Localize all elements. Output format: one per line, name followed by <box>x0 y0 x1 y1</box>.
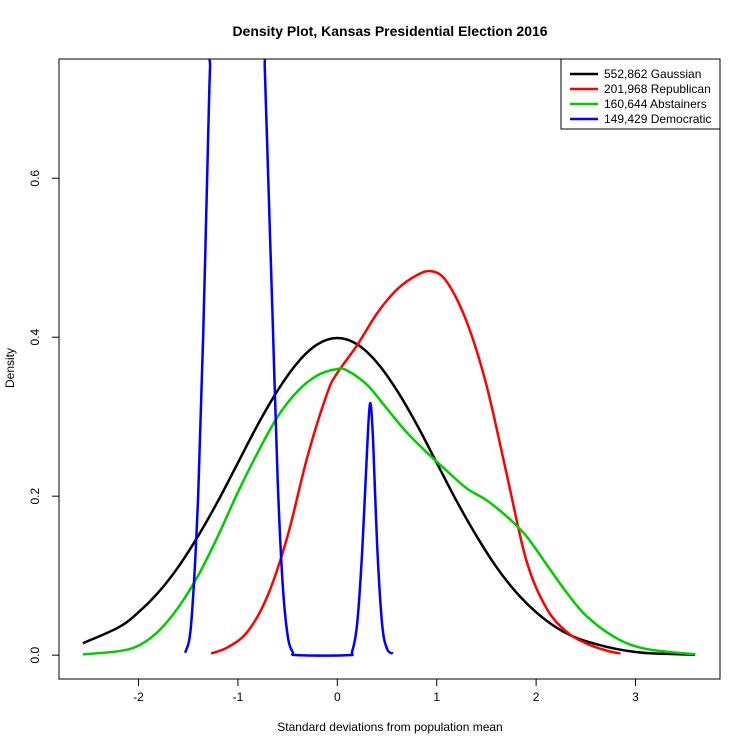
y-axis: 0.0 0.2 0.4 0.6 <box>28 170 60 663</box>
x-tick-label: 0 <box>334 690 341 704</box>
x-tick-label: 1 <box>433 690 440 704</box>
series-line-1 <box>82 336 696 657</box>
legend-label-4: 149,429 Democratic <box>604 112 711 126</box>
series-layer <box>82 59 696 657</box>
legend-label-1: 552,862 Gaussian <box>604 67 701 81</box>
x-axis-label: Standard deviations from population mean <box>277 720 502 734</box>
x-axis: -2 -1 0 1 2 3 <box>133 678 639 704</box>
series-line-3 <box>82 367 696 656</box>
series-line-4 <box>184 59 394 657</box>
x-tick-label: 3 <box>632 690 639 704</box>
legend-label-2: 201,968 Republican <box>604 82 711 96</box>
x-tick-label: -2 <box>133 690 144 704</box>
legend-box <box>560 58 721 130</box>
x-tick-label: -1 <box>233 690 244 704</box>
y-axis-label: Density <box>3 348 17 388</box>
y-tick-label: 0.4 <box>28 329 42 346</box>
series-line-2 <box>210 269 621 655</box>
x-tick-label: 2 <box>533 690 540 704</box>
plot-frame <box>58 58 721 680</box>
legend-label-3: 160,644 Abstainers <box>604 97 707 111</box>
y-tick-label: 0.6 <box>28 170 42 187</box>
y-tick-label: 0.2 <box>28 488 42 505</box>
y-tick-label: 0.0 <box>28 646 42 663</box>
chart-title: Density Plot, Kansas Presidential Electi… <box>232 23 547 39</box>
